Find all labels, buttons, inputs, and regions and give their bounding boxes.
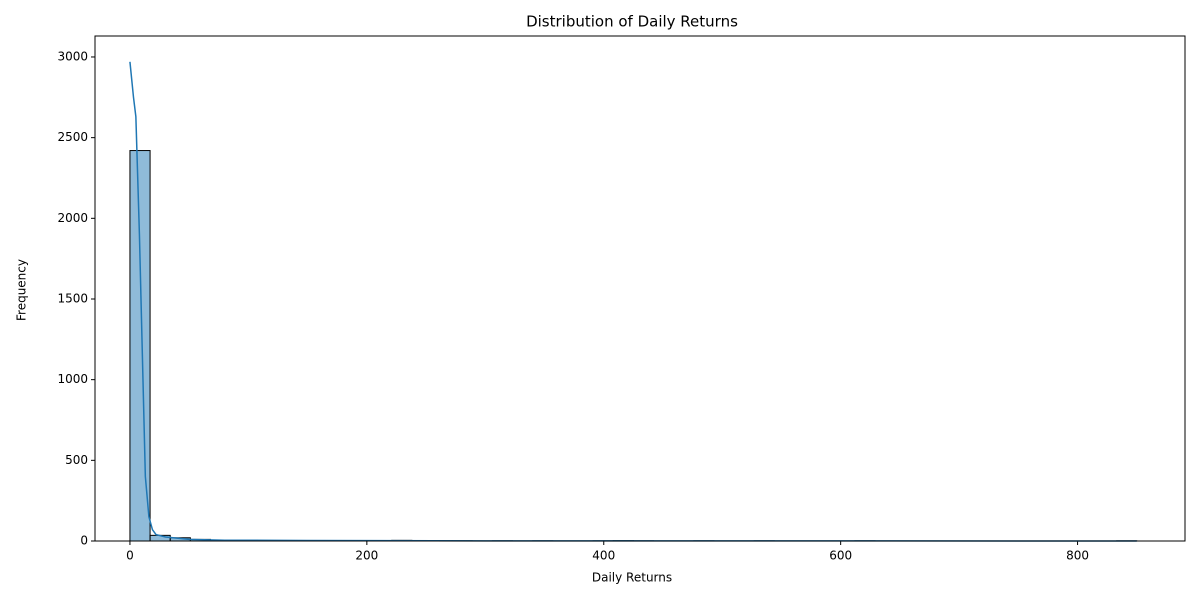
y-tick-label: 500 [65, 453, 88, 467]
y-axis-label: Frequency [15, 259, 29, 321]
y-tick-label: 3000 [57, 49, 88, 63]
plot-frame [95, 36, 1185, 541]
x-tick-label: 0 [126, 549, 134, 563]
y-tick-label: 0 [80, 534, 88, 548]
y-tick-label: 2000 [57, 211, 88, 225]
y-tick-label: 1000 [57, 372, 88, 386]
kde-line [130, 62, 1137, 541]
y-tick-label: 1500 [57, 291, 88, 305]
x-tick-label: 800 [1066, 549, 1089, 563]
x-tick-label: 600 [829, 549, 852, 563]
chart-title: Distribution of Daily Returns [526, 13, 738, 31]
x-tick-label: 200 [355, 549, 378, 563]
y-tick-label: 2500 [57, 130, 88, 144]
bar [130, 151, 150, 541]
x-axis-label: Daily Returns [592, 571, 672, 585]
x-tick-label: 400 [592, 549, 615, 563]
